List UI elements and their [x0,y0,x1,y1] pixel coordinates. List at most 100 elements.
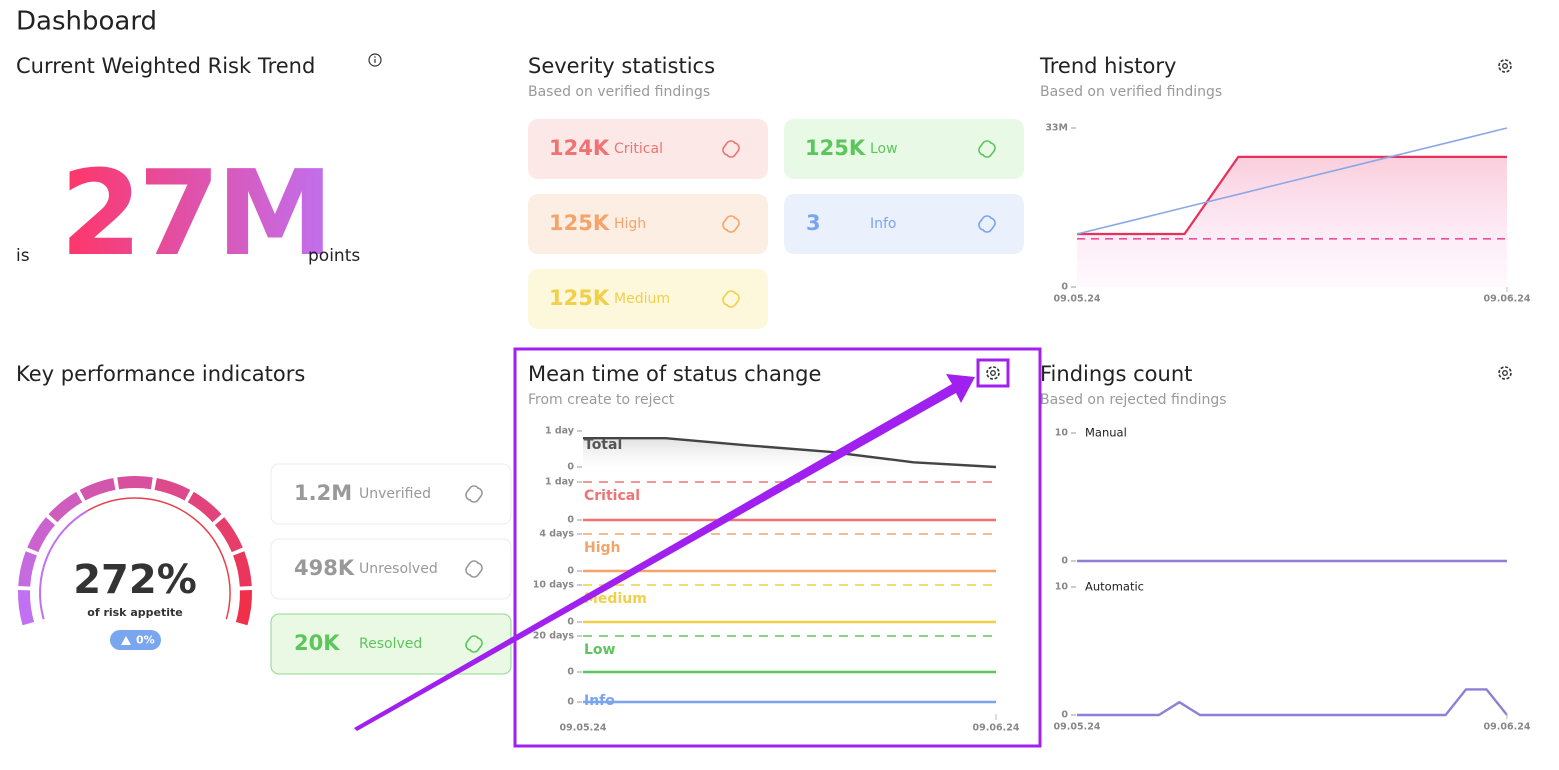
gauge-segment [233,551,252,587]
card-count: 3 [806,211,821,235]
gauge-segment [27,517,56,553]
card-count: 125K [549,211,610,235]
link-icon[interactable] [722,215,740,233]
gauge-track [39,509,89,620]
x-tick-label: 09.06.24 [1484,294,1531,305]
link-icon[interactable] [722,140,740,158]
x-tick-label: 09.05.24 [1054,294,1101,305]
card-label: High [614,216,646,232]
card-count: 20K [294,631,340,655]
section-title: Severity statistics [528,54,715,78]
gauge-value: 272% [73,557,197,603]
card-count: 1.2M [294,481,352,505]
section-title: Trend history [1039,54,1176,78]
card-label: Info [870,216,897,232]
page-title: Dashboard [16,7,157,37]
kpi-card[interactable] [270,463,512,525]
gauge-segment [79,478,116,501]
card-label: Resolved [359,636,422,652]
y-tick-label: 0 [567,515,574,526]
gauge-track [87,497,231,620]
settings-icon-hole [1502,63,1508,69]
link-icon[interactable] [465,485,483,503]
settings-icon[interactable] [986,366,1000,380]
x-tick-label: 09.06.24 [973,723,1020,734]
y-tick-label: 10 [1055,428,1069,439]
card-count: 498K [294,556,355,580]
y-tick-label: 0 [567,697,574,708]
y-tick-label: 0 [1061,282,1068,293]
y-tick-label: 0 [567,667,574,678]
section-title: Mean time of status change [528,362,821,386]
card-label: Low [870,141,898,157]
settings-icon[interactable] [1498,59,1512,73]
kpi-card[interactable] [270,538,512,600]
y-tick-label: 0 [567,617,574,628]
card-count: 125K [805,136,866,160]
severity-card[interactable] [784,119,1024,179]
card-link[interactable] [978,140,996,158]
severity-card[interactable] [528,269,768,329]
card-count: 124K [549,136,610,160]
card-count: 125K [549,286,610,310]
section-title: Current Weighted Risk Trend [16,54,315,78]
card-link[interactable] [978,215,996,233]
settings-icon-hole [1502,370,1508,376]
y-tick-label: 0 [567,462,574,473]
risk-value: 27M [60,144,330,282]
section-subtitle: Based on verified findings [1040,84,1222,100]
link-icon[interactable] [722,290,740,308]
card-link[interactable] [722,290,740,308]
y-tick-label: 10 [1055,582,1069,593]
settings-icon-hole [990,370,996,376]
gauge-segment [18,590,35,626]
card-link[interactable] [722,215,740,233]
x-tick-label: 09.05.24 [560,723,607,734]
gauge-segment [117,476,153,490]
card-label: Unresolved [359,561,438,577]
highlight-box [976,358,1010,388]
panel-label: Medium [584,591,647,607]
y-tick-label: 0 [1061,710,1068,721]
y-tick-label: 10 days [533,580,575,591]
panel-label: Low [584,642,616,658]
severity-card[interactable] [784,194,1024,254]
y-tick-label: 1 day [545,477,575,488]
section-subtitle: Based on verified findings [528,84,710,100]
arrow [354,374,975,731]
card-label: Unverified [359,486,431,502]
gauge-segment [18,551,37,587]
risk-prefix: is [16,246,30,266]
section-subtitle: Based on rejected findings [1040,392,1227,408]
badge-arrow [121,636,131,645]
line [1076,127,1508,235]
panel-label: Info [584,693,615,709]
info-icon[interactable] [368,53,382,67]
y-tick-label: 20 days [533,631,575,642]
panel-label: High [584,540,621,556]
severity-card[interactable] [528,194,768,254]
section-subtitle: From create to reject [528,392,675,408]
y-tick-label: 4 days [539,529,574,540]
link-icon[interactable] [978,215,996,233]
x-tick-label: 09.05.24 [1054,722,1101,733]
link-icon[interactable] [465,560,483,578]
gauge-segment [187,491,222,523]
line [1077,688,1508,717]
settings-icon[interactable] [1498,366,1512,380]
card-link[interactable] [722,140,740,158]
badge-text: 0% [136,634,155,647]
card-label: Medium [614,291,670,307]
section-title: Key performance indicators [16,362,305,386]
gauge-segment [214,517,243,553]
gauge-caption: of risk appetite [87,606,182,619]
link-icon[interactable] [465,635,483,653]
link-icon[interactable] [978,140,996,158]
severity-card[interactable] [528,119,768,179]
card-label: Critical [614,141,663,157]
highlight-box [513,347,1042,748]
section-title: Findings count [1040,362,1192,386]
gauge-segment [235,590,252,626]
area [1077,156,1507,287]
